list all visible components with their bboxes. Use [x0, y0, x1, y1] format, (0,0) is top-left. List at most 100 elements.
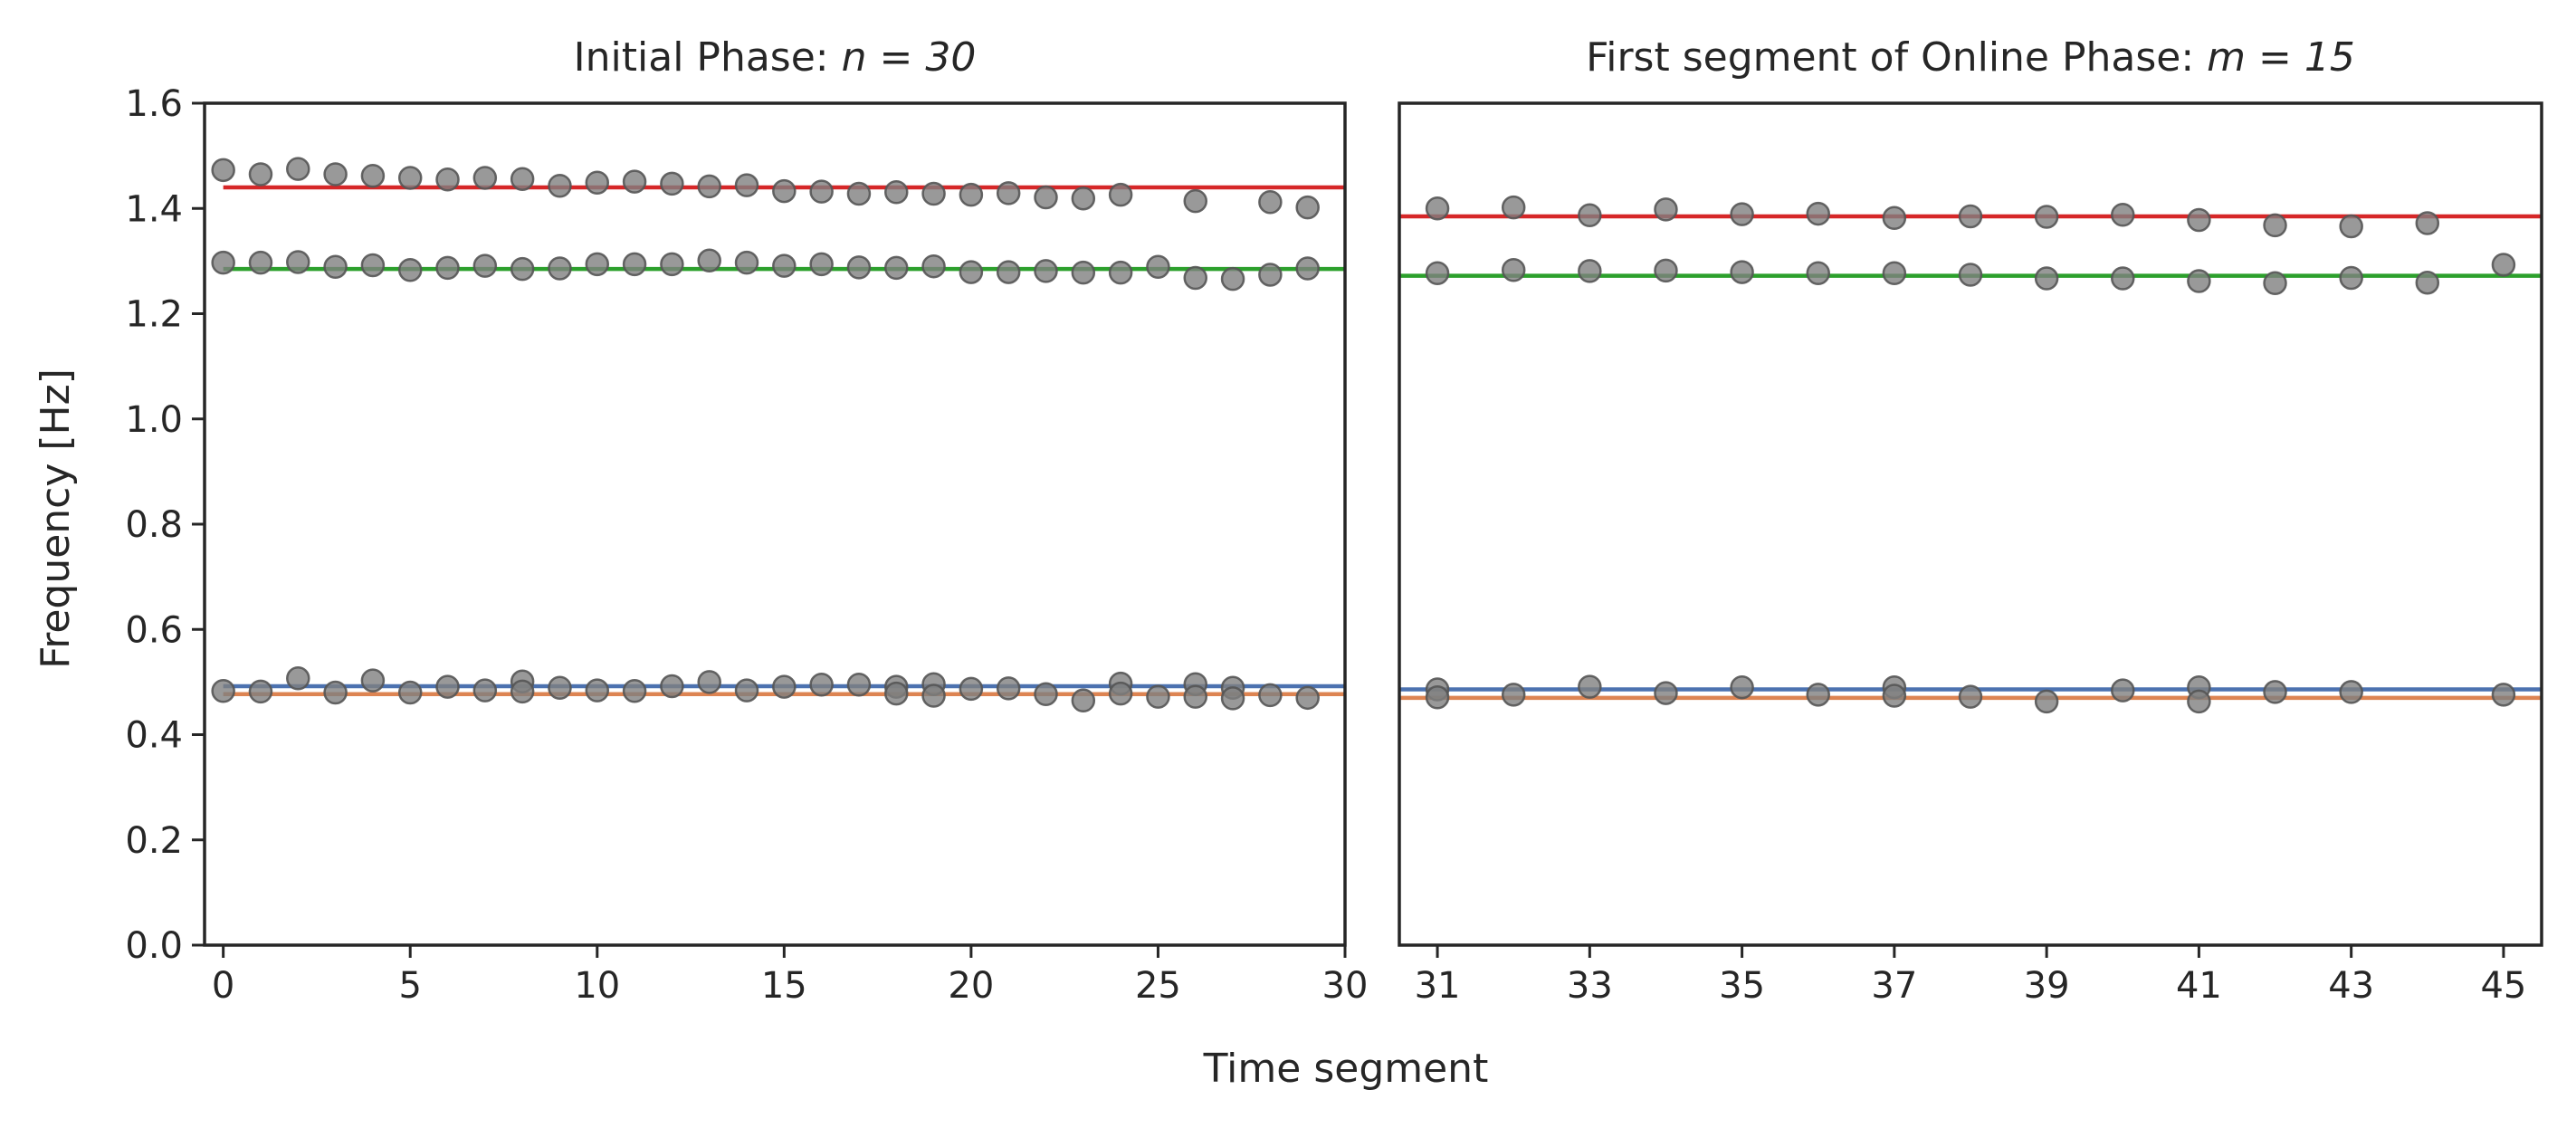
left-series-4-point	[1108, 681, 1133, 706]
right-series-2-point	[2034, 266, 2059, 291]
left-series-1-point	[697, 174, 721, 199]
left-series-3-point	[622, 679, 647, 703]
right-series-3-point	[2263, 680, 2287, 704]
right-series-1-point	[1730, 202, 1754, 226]
left-series-1-point	[397, 166, 423, 190]
left-series-3-point	[323, 680, 348, 705]
left-y-tick-label-0: 0.0	[125, 925, 183, 967]
left-series-1-point	[1034, 185, 1058, 210]
left-series-2-point	[397, 258, 423, 282]
right-series-1-point	[1501, 195, 1526, 220]
right-series-1-point	[2339, 214, 2363, 239]
right-series-2-point	[2187, 269, 2211, 293]
left-series-3-point	[585, 678, 610, 703]
left-series-1-point	[1258, 190, 1283, 215]
right-series-1-point	[1882, 206, 1907, 230]
left-series-4-point	[510, 679, 535, 704]
left-series-1-point	[921, 181, 946, 206]
right-x-tick-label-39: 39	[2024, 965, 2070, 1007]
left-series-3-point	[846, 673, 872, 697]
left-series-3-point	[1034, 682, 1058, 706]
right-series-2-point	[1882, 261, 1907, 285]
left-series-2-point	[435, 255, 460, 281]
left-y-tick-label-0-4: 0.4	[125, 715, 183, 757]
left-series-1-point	[1183, 188, 1208, 214]
right-series-1-point	[2187, 207, 2211, 233]
right-x-tick-label-35: 35	[1719, 965, 1765, 1007]
left-series-3-point	[397, 680, 423, 705]
left-series-1-point	[772, 178, 797, 204]
left-series-2-point	[510, 256, 535, 282]
left-x-tick-label-25: 25	[1135, 965, 1181, 1007]
left-y-tick-label-0-8: 0.8	[125, 504, 183, 546]
right-series-2-point	[1501, 258, 1526, 282]
left-series-3-point	[809, 673, 834, 697]
right-panel-title-prefix: First segment of Online Phase:	[1586, 34, 2207, 81]
left-series-2-point	[323, 254, 348, 280]
left-y-tick-label-0-6: 0.6	[125, 609, 183, 651]
left-series-2-point	[248, 250, 273, 275]
left-y-tick-label-1: 1.0	[125, 399, 183, 441]
right-panel-title-math: m = 15	[2207, 34, 2355, 81]
left-x-tick-label-0: 0	[212, 965, 234, 1007]
left-series-2-point	[472, 253, 498, 278]
left-x-tick-label-5: 5	[398, 965, 421, 1007]
left-series-3-point	[360, 668, 386, 693]
left-series-1-point	[472, 166, 498, 190]
right-series-3-point	[1578, 674, 1602, 699]
right-series-3-point	[1958, 684, 1983, 709]
right-series-2-point	[1806, 261, 1830, 285]
right-series-3-point	[1806, 683, 1830, 707]
right-series-2-point	[2415, 270, 2440, 295]
left-series-1-point	[286, 157, 310, 181]
right-series-2-point	[1578, 259, 1602, 283]
left-series-2-point	[622, 252, 647, 277]
right-series-1-point	[2263, 213, 2287, 238]
left-series-2-point	[548, 256, 572, 281]
left-x-tick-label-30: 30	[1322, 965, 1369, 1007]
left-y-tick-label-1-6: 1.6	[125, 83, 183, 125]
right-series-3-point	[1501, 683, 1526, 707]
right-x-tick-label-45: 45	[2480, 965, 2526, 1007]
left-series-2-point	[734, 250, 759, 275]
left-series-1-point	[734, 173, 759, 197]
left-series-1-point	[809, 179, 834, 204]
left-series-4-point	[884, 681, 909, 706]
right-series-2-point	[1958, 263, 1983, 287]
left-series-3-point	[435, 674, 460, 699]
left-series-2-point	[1220, 266, 1245, 292]
right-series-1-point	[2111, 202, 2135, 227]
left-series-1-point	[1108, 182, 1133, 207]
left-series-3-point	[286, 666, 310, 691]
left-series-2-point	[697, 248, 721, 273]
right-plot-area: 31 33 35 37 39 41 43 45	[1398, 101, 2543, 1007]
left-series-2-point	[809, 252, 834, 277]
right-x-tick-label-33: 33	[1567, 965, 1613, 1007]
left-series-3-point	[734, 678, 759, 703]
left-series-3-point	[772, 674, 797, 699]
right-panel: First segment of Online Phase: m = 15 31…	[1398, 34, 2543, 1007]
right-x-tick-label-41: 41	[2176, 965, 2222, 1007]
left-series-2-point	[1071, 260, 1096, 285]
y-axis-label: Frequency [Hz]	[33, 368, 79, 669]
left-series-3-point	[959, 676, 984, 702]
left-series-4-point	[1183, 684, 1208, 709]
left-series-2-point	[1258, 263, 1283, 287]
left-series-3-point	[248, 679, 273, 704]
left-series-1-point	[585, 170, 610, 196]
left-series-1-point	[959, 182, 984, 207]
right-series-3-point	[2111, 678, 2135, 703]
left-series-1-point	[1071, 186, 1096, 211]
left-series-2-point	[360, 253, 386, 278]
left-series-3-point	[548, 675, 572, 701]
left-series-2-point	[1295, 256, 1320, 281]
right-series-1-point	[1425, 196, 1450, 221]
right-series-4-point	[1882, 683, 1907, 708]
left-series-1-point	[248, 162, 273, 186]
left-series-3-point	[1071, 688, 1096, 712]
left-series-1-point	[622, 169, 647, 194]
right-series-3-point	[2034, 689, 2059, 714]
left-series-3-point	[660, 674, 684, 699]
right-series-2-point	[2263, 271, 2287, 296]
left-series-2-point	[884, 255, 909, 281]
